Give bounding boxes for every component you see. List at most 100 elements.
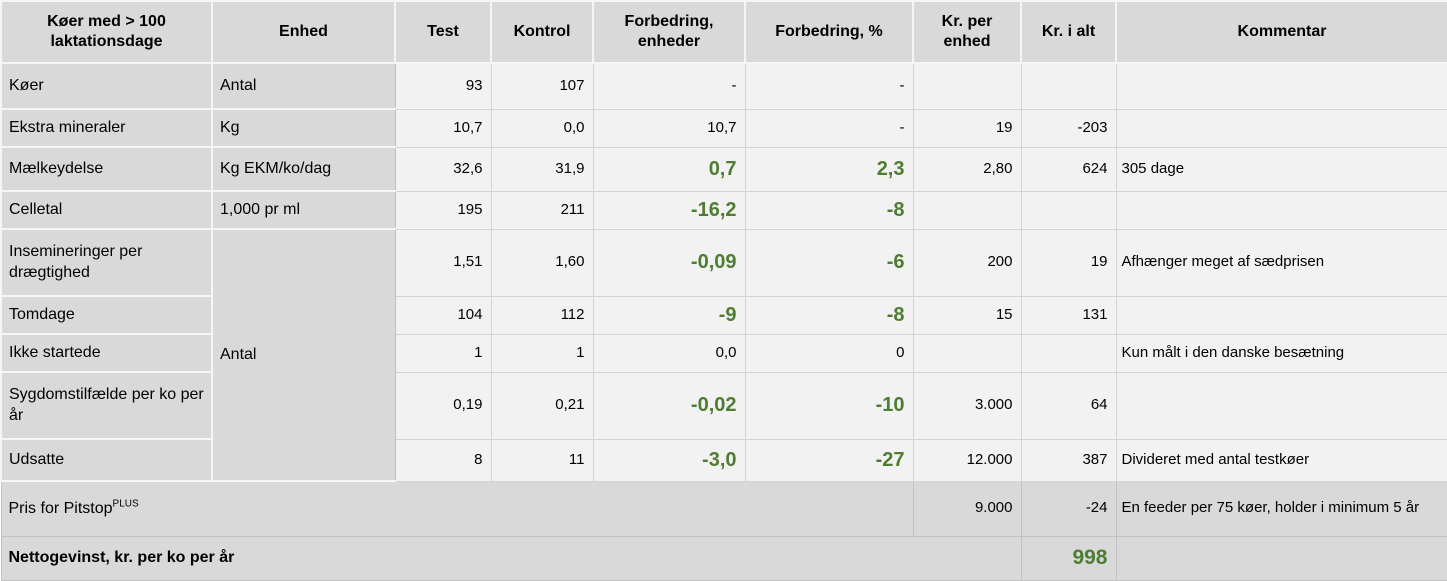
cell-ekstra-kontrol: 0,0 [490,108,594,148]
cell-tomdage-kommentar [1115,295,1447,335]
cell-sygdom-kommentar [1115,371,1447,440]
cell-ekstra-forbedring-enheder: 10,7 [592,108,746,148]
cell-celletal-test: 195 [394,190,492,230]
header-kr-i-alt: Kr. i alt [1020,0,1117,64]
row-koer: Køer Antal 93 107 - - [0,62,1447,110]
cell-netto-kr-i-alt: 998 [1020,535,1117,581]
cell-celletal-kontrol: 211 [490,190,594,230]
cell-koer-label: Køer [0,62,213,110]
cell-ekstra-test: 10,7 [394,108,492,148]
cell-koer-kontrol: 107 [490,62,594,110]
pris-label-text: Pris for Pitstop [8,499,113,517]
cell-tomdage-label: Tomdage [0,295,213,335]
cell-tomdage-kontrol: 112 [490,295,594,335]
cell-celletal-forbedring-pct: -8 [744,190,914,230]
header-kontrol: Kontrol [490,0,594,64]
cell-maelke-test: 32,6 [394,146,492,192]
header-forbedring-pct: Forbedring, % [744,0,914,64]
cell-merged-enhed-antal: Antal [211,228,396,482]
cell-koer-enhed: Antal [211,62,396,110]
row-insemineringer: Insemineringer per drægtighed Antal 1,51… [0,228,1447,482]
cell-ekstra-enhed: Kg [211,108,396,148]
cell-maelke-forbedring-pct: 2,3 [744,146,914,192]
pris-label-superscript: PLUS [112,498,139,510]
cell-insem-forbedring-pct: -6 [744,228,914,297]
cell-tomdage-forbedring-pct: -8 [744,295,914,335]
row-nettogevinst: Nettogevinst, kr. per ko per år 998 [0,535,1447,581]
cell-sygdom-kontrol: 0,21 [490,371,594,440]
row-maelkeydelse: Mælkeydelse Kg EKM/ko/dag 32,6 31,9 0,7 … [0,146,1447,192]
cell-ikke-kr-i-alt [1020,333,1117,373]
cell-maelke-kommentar: 305 dage [1115,146,1447,192]
cell-ikke-kr-per-enhed [912,333,1022,373]
cell-udsatte-test: 8 [394,438,492,482]
cell-sygdom-label: Sygdomstilfælde per ko per år [0,371,213,440]
cell-maelke-forbedring-enheder: 0,7 [592,146,746,192]
cell-udsatte-kr-per-enhed: 12.000 [912,438,1022,482]
cell-sygdom-kr-i-alt: 64 [1020,371,1117,440]
header-test: Test [394,0,492,64]
cell-pris-kr-i-alt: -24 [1020,480,1117,537]
row-celletal: Celletal 1,000 pr ml 195 211 -16,2 -8 [0,190,1447,230]
cell-ekstra-label: Ekstra mineraler [0,108,213,148]
cell-ikke-test: 1 [394,333,492,373]
cell-celletal-kommentar [1115,190,1447,230]
cell-tomdage-kr-per-enhed: 15 [912,295,1022,335]
cell-ekstra-kr-per-enhed: 19 [912,108,1022,148]
cell-maelke-kr-per-enhed: 2,80 [912,146,1022,192]
cell-celletal-enhed: 1,000 pr ml [211,190,396,230]
cell-maelke-label: Mælkeydelse [0,146,213,192]
cell-ikke-label: Ikke startede [0,333,213,373]
row-ikke-startede: Ikke startede 1 1 0,0 0 Kun målt i den d… [0,333,1447,373]
cell-maelke-kontrol: 31,9 [490,146,594,192]
header-forbedring-enheder: Forbedring, enheder [592,0,746,64]
cell-ekstra-kommentar [1115,108,1447,148]
cell-netto-label: Nettogevinst, kr. per ko per år [0,535,1022,581]
cell-insem-kr-per-enhed: 200 [912,228,1022,297]
cell-celletal-forbedring-enheder: -16,2 [592,190,746,230]
row-pris-pitstop: Pris for PitstopPLUS 9.000 -24 En feeder… [0,480,1447,537]
cell-maelke-enhed: Kg EKM/ko/dag [211,146,396,192]
cell-ekstra-kr-i-alt: -203 [1020,108,1117,148]
cell-tomdage-test: 104 [394,295,492,335]
header-title: Køer med > 100 laktationsdage [0,0,213,64]
cell-udsatte-label: Udsatte [0,438,213,482]
row-tomdage: Tomdage 104 112 -9 -8 15 131 [0,295,1447,335]
cell-ikke-forbedring-pct: 0 [744,333,914,373]
cell-udsatte-kontrol: 11 [490,438,594,482]
cell-tomdage-kr-i-alt: 131 [1020,295,1117,335]
cell-insem-forbedring-enheder: -0,09 [592,228,746,297]
header-enhed: Enhed [211,0,396,64]
cell-ikke-kommentar: Kun målt i den danske besætning [1115,333,1447,373]
cell-sygdom-forbedring-enheder: -0,02 [592,371,746,440]
cell-koer-kommentar [1115,62,1447,110]
row-sygdomstilfaelde: Sygdomstilfælde per ko per år 0,19 0,21 … [0,371,1447,440]
header-kommentar: Kommentar [1115,0,1447,64]
cell-pris-kr-per-enhed: 9.000 [912,480,1022,537]
header-kr-per-enhed: Kr. per enhed [912,0,1022,64]
cell-maelke-kr-i-alt: 624 [1020,146,1117,192]
cell-sygdom-forbedring-pct: -10 [744,371,914,440]
cell-udsatte-forbedring-enheder: -3,0 [592,438,746,482]
cell-koer-forbedring-pct: - [744,62,914,110]
cell-netto-kommentar [1115,535,1447,581]
cell-udsatte-forbedring-pct: -27 [744,438,914,482]
cell-insem-kommentar: Afhænger meget af sædprisen [1115,228,1447,297]
row-ekstra-mineraler: Ekstra mineraler Kg 10,7 0,0 10,7 - 19 -… [0,108,1447,148]
cell-koer-kr-per-enhed [912,62,1022,110]
cell-insem-kontrol: 1,60 [490,228,594,297]
cell-udsatte-kr-i-alt: 387 [1020,438,1117,482]
cell-koer-kr-i-alt [1020,62,1117,110]
cell-pris-label: Pris for PitstopPLUS [0,480,914,537]
cell-tomdage-forbedring-enheder: -9 [592,295,746,335]
cell-sygdom-test: 0,19 [394,371,492,440]
cell-celletal-kr-i-alt [1020,190,1117,230]
header-row: Køer med > 100 laktationsdage Enhed Test… [0,0,1447,64]
cell-koer-test: 93 [394,62,492,110]
cell-insem-test: 1,51 [394,228,492,297]
cell-ekstra-forbedring-pct: - [744,108,914,148]
cell-ikke-forbedring-enheder: 0,0 [592,333,746,373]
cell-pris-kommentar: En feeder per 75 køer, holder i minimum … [1115,480,1447,537]
row-udsatte: Udsatte 8 11 -3,0 -27 12.000 387 Divider… [0,438,1447,482]
